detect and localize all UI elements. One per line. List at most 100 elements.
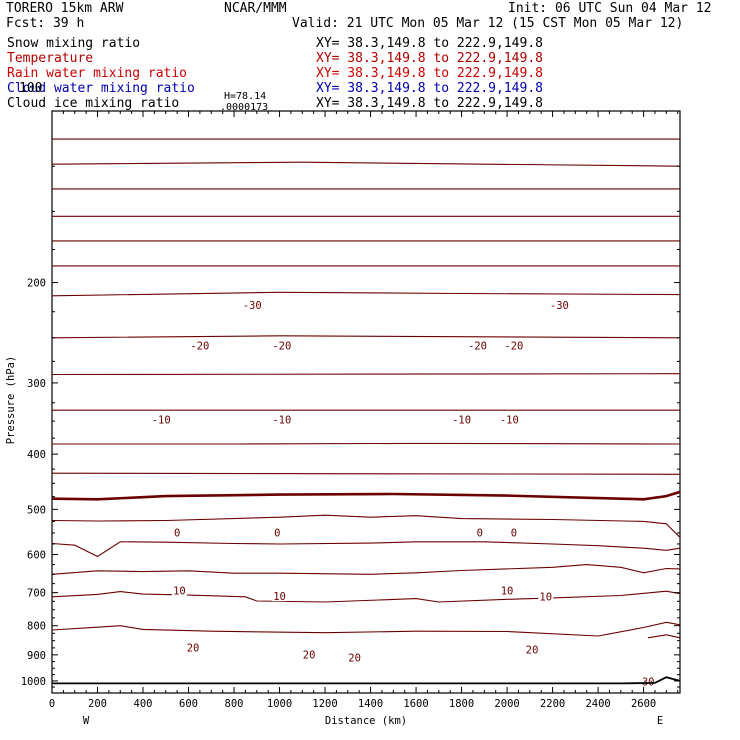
- contour-label-bg: [171, 583, 187, 596]
- x-tick-label: 1400: [358, 698, 383, 710]
- contour-label-bg: [509, 525, 519, 538]
- west-end-label: W: [83, 715, 90, 727]
- contour-label-bg: [273, 525, 282, 538]
- contour-label-bg: [271, 338, 293, 351]
- contour-label-bg: [150, 412, 172, 425]
- plot-frame: [51, 110, 681, 694]
- field-xy-range: XY= 38.3,149.8 to 222.9,149.8: [316, 81, 543, 96]
- x-tick-label: 1600: [403, 698, 428, 710]
- isotherm-contour: [51, 472, 681, 475]
- min-annotation: .0000173: [220, 102, 268, 113]
- isotherm-contour: [51, 161, 681, 167]
- isotherm-contour: [51, 335, 681, 339]
- x-tick-label: 1800: [449, 698, 474, 710]
- contour-label-bg: [466, 338, 489, 351]
- east-end-label: E: [657, 715, 663, 727]
- isotherm-contour: [51, 514, 681, 538]
- isotherm-contour: [51, 541, 681, 558]
- y-tick-label: 200: [27, 278, 46, 290]
- model-title: TORERO 15km ARW: [6, 1, 124, 16]
- contour-label-bg: [172, 525, 182, 538]
- contour-label: -10: [452, 415, 471, 427]
- field-xy-range: XY= 38.3,149.8 to 222.9,149.8: [316, 36, 543, 51]
- x-axis-label: Distance (km): [325, 715, 407, 727]
- x-tick-label: 0: [49, 698, 55, 710]
- isotherm-contour: [52, 442, 681, 445]
- contour-label-bg: [475, 525, 485, 538]
- field-name: Rain water mixing ratio: [7, 66, 187, 81]
- y-tick-label: 600: [27, 549, 46, 561]
- x-tick-label: 1200: [312, 698, 337, 710]
- isotherm-contour: [51, 490, 681, 501]
- max-annotation: H=78.14: [224, 91, 266, 102]
- contour-label: 20: [303, 649, 316, 661]
- contour-label: -10: [272, 415, 291, 427]
- contour-label: 20: [526, 645, 539, 657]
- contour-label: 0: [477, 527, 483, 539]
- contour-label: 20: [187, 643, 200, 655]
- contour-label-bg: [498, 412, 521, 425]
- contour-label-bg: [189, 338, 211, 351]
- x-tick-label: 2200: [540, 698, 565, 710]
- contour-label-bg: [241, 298, 263, 311]
- init-time: Init: 06 UTC Sun 04 Mar 12: [508, 1, 712, 16]
- contour-label: -20: [504, 341, 523, 353]
- org-title: NCAR/MMM: [224, 1, 287, 16]
- field-legend: Snow mixing ratio XY= 38.3,149.8 to 222.9…: [7, 36, 543, 111]
- x-tick-label: 600: [179, 698, 198, 710]
- y-tick-label: 1000: [21, 676, 46, 688]
- contour-label-bg: [499, 583, 515, 596]
- contour-label: 10: [173, 586, 186, 598]
- y-tick-label: 900: [27, 650, 46, 662]
- contour-label: -10: [500, 415, 519, 427]
- y-axis-label: Pressure (hPa): [5, 356, 17, 445]
- contour-label: -10: [152, 415, 171, 427]
- contour-label: -20: [468, 341, 487, 353]
- field-name: Cloud ice mixing ratio: [7, 96, 179, 111]
- field-xy-range: XY= 38.3,149.8 to 222.9,149.8: [316, 51, 543, 66]
- contour-label: 0: [511, 527, 517, 539]
- field-name: Snow mixing ratio: [7, 36, 140, 51]
- contour-label: -30: [243, 300, 262, 312]
- contour-label-bg: [538, 589, 554, 602]
- contour-label: 20: [348, 652, 361, 664]
- valid-time: Valid: 21 UTC Mon 05 Mar 12 (15 CST Mon …: [292, 16, 683, 31]
- field-xy-range: XY= 38.3,149.8 to 222.9,149.8: [316, 66, 543, 81]
- terrain-line: [52, 676, 681, 685]
- y-tick-label: 700: [27, 588, 46, 600]
- contour-label-bg: [450, 412, 473, 425]
- x-tick-label: 2000: [494, 698, 519, 710]
- contour-label: 10: [273, 591, 286, 603]
- x-tick-label: 2600: [631, 698, 656, 710]
- contour-label-bg: [548, 298, 571, 311]
- x-tick-label: 400: [134, 698, 153, 710]
- x-tick-label: 800: [225, 698, 244, 710]
- contour-label: 0: [274, 527, 280, 539]
- x-tick-label: 200: [88, 698, 107, 710]
- y-tick-label: 300: [27, 378, 46, 390]
- y-tick-label: 400: [27, 449, 46, 461]
- contour-label-bg: [524, 642, 540, 655]
- isotherm-contours: [51, 138, 681, 639]
- contour-label-bg: [301, 647, 317, 660]
- field-name: Temperature: [7, 51, 93, 66]
- contour-label-bg: [272, 589, 288, 602]
- contour-label-bg: [347, 650, 363, 663]
- contour-label: -20: [190, 341, 209, 353]
- field-name: Cloud water mixing ratio: [7, 81, 195, 96]
- y-tick-label: 500: [27, 504, 46, 516]
- isotherm-contour: [51, 590, 681, 603]
- ground-line: [52, 676, 681, 685]
- x-axis: 0 200 400 600 800 1000 1200 1400 1600 1800 2000 220…: [49, 111, 679, 710]
- contour-label: 10: [539, 592, 552, 604]
- isotherm-contour: [51, 621, 681, 637]
- x-tick-label: 2400: [585, 698, 610, 710]
- contour-label: -20: [272, 341, 291, 353]
- contour-label: -30: [550, 300, 569, 312]
- partial-pressure-label: 100: [19, 81, 42, 96]
- isotherm-contour: [51, 373, 681, 376]
- isotherm-contour: [51, 564, 681, 575]
- y-tick-label: 800: [27, 621, 46, 633]
